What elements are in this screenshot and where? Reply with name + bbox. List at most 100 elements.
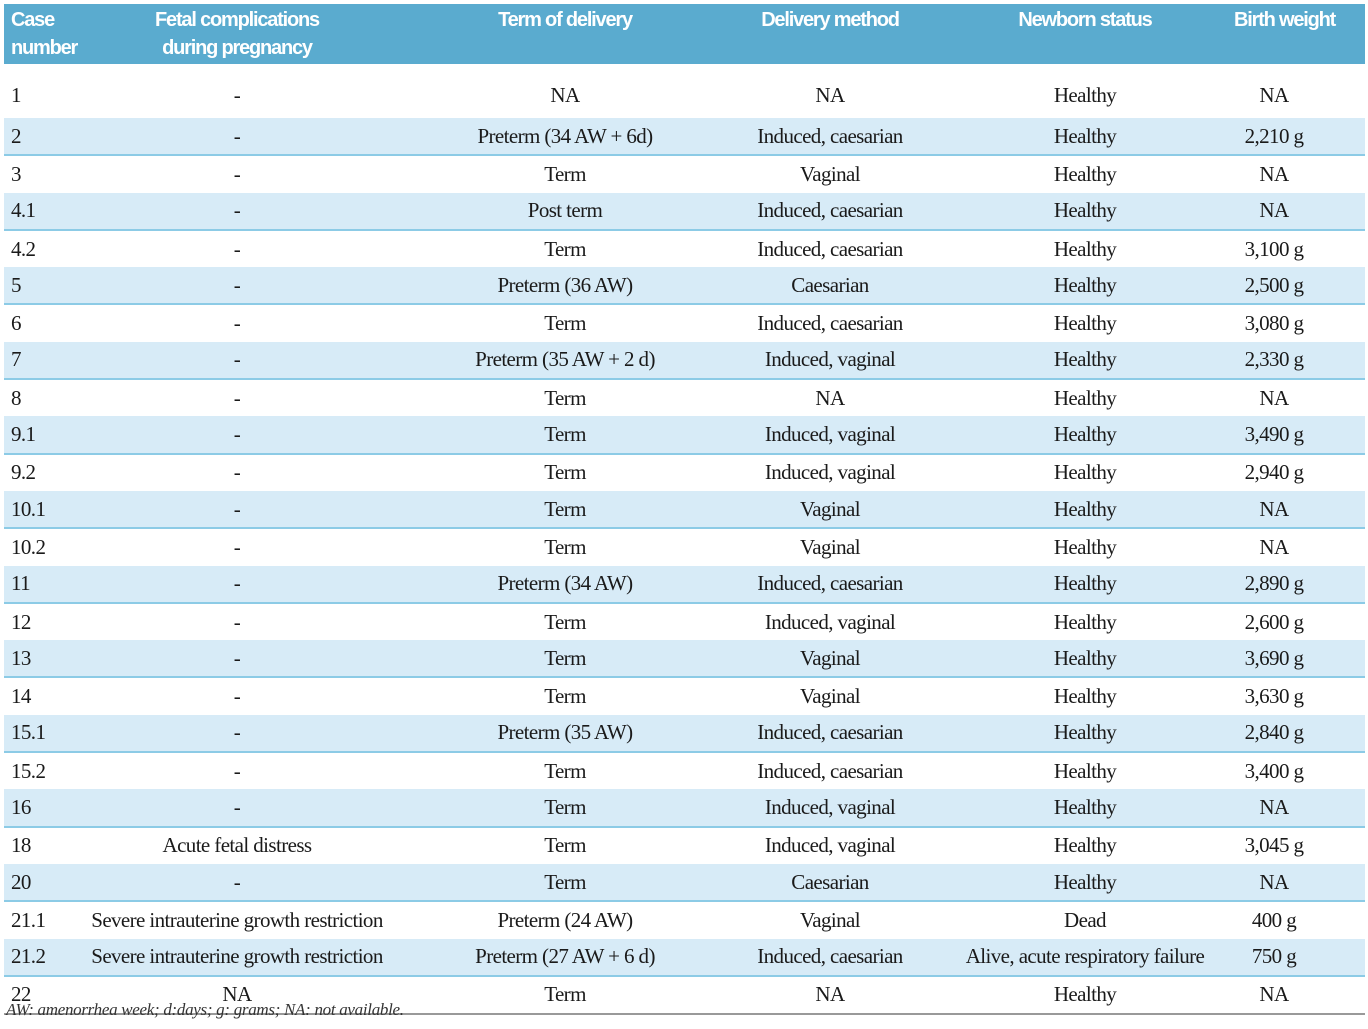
cell-birth-weight: 2,940 g (1244, 460, 1304, 485)
cell-newborn-status: Healthy (936, 863, 1234, 903)
cell-newborn-status: Healthy (936, 975, 1234, 1016)
cell-fetal-complications: - (68, 267, 406, 306)
cell-term-of-delivery: Term (544, 385, 586, 410)
cell-term-of-delivery: Term (406, 975, 724, 1016)
cell-newborn-status: Healthy (1053, 311, 1117, 336)
cell-fetal-complications: - (233, 758, 241, 783)
cell-newborn-status: Healthy (1053, 460, 1117, 485)
cell-newborn-status: Healthy (936, 118, 1234, 157)
table-row: 4.2 - Term Induced, caesarian Healthy 3,100 g (4, 230, 1365, 267)
table-row: 20- Term Caesarian Healthy NA (4, 863, 1365, 903)
cell-fetal-complications: - (68, 341, 406, 381)
table-row: 22 NA Term NA Healthy NA (4, 975, 1365, 1016)
cell-birth-weight: NA (1234, 863, 1314, 903)
cell-fetal-complications: - (233, 236, 241, 261)
cell-fetal-complications: - (68, 789, 406, 828)
cell-case-number: 21.1 (11, 907, 46, 932)
cell-newborn-status: Healthy (1053, 385, 1117, 410)
cell-spacer (1314, 827, 1365, 864)
cell-spacer (1314, 603, 1365, 640)
cell-case-number: 20 (4, 863, 68, 903)
cell-term-of-delivery: Term (544, 534, 586, 559)
cell-newborn-status: Healthy (936, 267, 1234, 306)
cell-birth-weight: 2,600 g (1244, 609, 1304, 634)
table-footnote: AW: amenorrhea week; d:days; g: grams; N… (6, 1000, 404, 1019)
cell-birth-weight: 3,630 g (1244, 684, 1304, 709)
table-row: 12 - Term Induced, vaginal Healthy 2,600 g (4, 603, 1365, 640)
cell-delivery-method: Caesarian (724, 267, 936, 306)
cell-spacer (1314, 789, 1365, 828)
cell-term-of-delivery: Term (406, 789, 724, 828)
cell-term-of-delivery: Term (406, 863, 724, 903)
cell-birth-weight: NA (1234, 490, 1314, 530)
header-birth-weight: Birth weight (1234, 4, 1336, 64)
header-term-of-delivery: Term of delivery (406, 4, 724, 64)
cell-term-of-delivery: Term (406, 640, 724, 679)
cell-fetal-complications: - (233, 82, 241, 107)
table-row: 15.2 - Term Induced, caesarian Healthy 3,400 … (4, 752, 1365, 789)
header-spacer (1314, 4, 1365, 64)
cell-fetal-complications: - (233, 609, 241, 634)
cell-birth-weight: 2,890 g (1234, 565, 1314, 604)
header-delivery-method: Delivery method (724, 4, 936, 64)
header-case-number: Case number (4, 4, 78, 64)
header-newborn-status: Newborn status (936, 4, 1234, 64)
cell-spacer (1314, 863, 1365, 903)
cell-case-number: 13 (4, 640, 68, 679)
cell-birth-weight: NA (1234, 975, 1314, 1016)
cell-delivery-method: Induced, vaginal (724, 789, 936, 828)
cell-newborn-status: Healthy (1053, 684, 1117, 709)
cell-birth-weight: 400 g (1251, 907, 1297, 932)
cell-term-of-delivery: Term (406, 416, 724, 455)
cell-spacer (1314, 416, 1365, 455)
cell-delivery-method: Induced, caesarian (724, 192, 936, 231)
cell-case-number: 4.1 (4, 192, 68, 231)
cell-case-number: 14 (11, 684, 31, 709)
cell-term-of-delivery: Term (544, 311, 586, 336)
cell-newborn-status: Healthy (936, 714, 1234, 754)
cell-birth-weight: 3,100 g (1244, 236, 1304, 261)
cell-birth-weight: NA (1259, 82, 1289, 107)
cell-birth-weight: 2,210 g (1234, 118, 1314, 157)
cell-case-number: 16 (4, 789, 68, 828)
table-row: 4.1- Post term Induced, caesarian Healthy NA (4, 192, 1365, 231)
cell-newborn-status: Healthy (1053, 833, 1117, 858)
cell-fetal-complications: NA (68, 975, 406, 1016)
cell-delivery-method: Induced, vaginal (724, 416, 936, 455)
cell-spacer (1314, 267, 1365, 306)
cell-delivery-method: NA (724, 975, 936, 1016)
table-row: 14 - Term Vaginal Healthy 3,630 g (4, 677, 1365, 714)
cell-spacer (1314, 677, 1365, 714)
cell-fetal-complications: - (68, 640, 406, 679)
table-row: 3 - Term Vaginal Healthy NA (4, 155, 1365, 192)
cell-term-of-delivery: Term (544, 833, 586, 858)
cell-case-number: 21.2 (4, 938, 68, 977)
cell-term-of-delivery: Term (544, 460, 586, 485)
cell-term-of-delivery: Preterm (24 AW) (497, 907, 633, 932)
cell-spacer (1314, 938, 1365, 977)
table-row: 16- Term Induced, vaginal Healthy NA (4, 789, 1365, 828)
cell-term-of-delivery: Preterm (35 AW + 2 d) (406, 341, 724, 381)
cell-newborn-status: Healthy (1053, 236, 1117, 261)
table-body: 1- NA NA Healthy NA 2- Preterm (34 AW + 6d) Ind… (4, 64, 1365, 1016)
table-row: 10.2 - Term Vaginal Healthy NA (4, 528, 1365, 565)
cell-spacer (1314, 565, 1365, 604)
cell-birth-weight: 3,690 g (1234, 640, 1314, 679)
cell-spacer (1314, 304, 1365, 341)
cell-delivery-method: Induced, vaginal (764, 460, 896, 485)
table-row: 21.1 Severe intrauterine growth restricti… (4, 901, 1365, 938)
cell-fetal-complications: - (233, 460, 241, 485)
cell-case-number: 10.2 (11, 534, 46, 559)
cell-fetal-complications: - (68, 863, 406, 903)
cell-delivery-method: Vaginal (724, 640, 936, 679)
cell-fetal-complications: - (233, 311, 241, 336)
cell-term-of-delivery: Term (544, 236, 586, 261)
cell-spacer (1314, 975, 1365, 1016)
cell-delivery-method: Induced, caesarian (757, 236, 903, 261)
cell-birth-weight: 750 g (1234, 938, 1314, 977)
cell-fetal-complications: Severe intrauterine growth restriction (91, 907, 383, 932)
cell-case-number: 11 (4, 565, 68, 604)
cell-term-of-delivery: Term (544, 161, 586, 186)
cell-delivery-method: NA (815, 82, 845, 107)
cell-fetal-complications: - (233, 161, 241, 186)
